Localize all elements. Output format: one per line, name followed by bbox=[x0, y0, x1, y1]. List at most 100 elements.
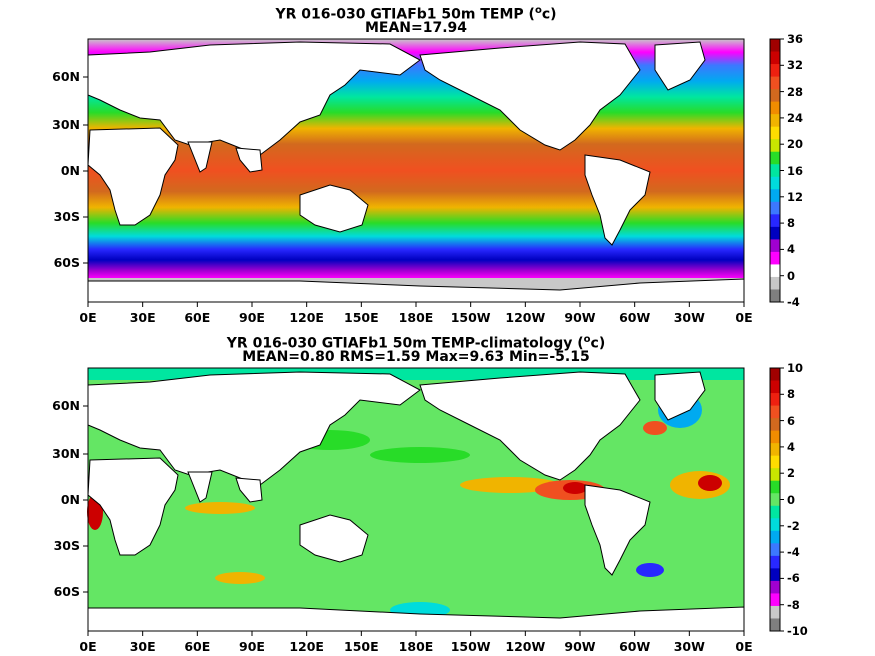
lat-tick-label: 30S bbox=[53, 538, 80, 553]
colorbar-segment bbox=[770, 618, 780, 632]
panel2-land-namerica bbox=[419, 371, 641, 481]
colorbar-segment bbox=[770, 380, 780, 394]
colorbar-segment bbox=[770, 189, 780, 203]
colorbar-tick-label: 8 bbox=[787, 216, 796, 231]
colorbar-segment bbox=[770, 543, 780, 557]
lon-tick-label: 150E bbox=[344, 639, 379, 654]
colorbar-tick-label: 10 bbox=[787, 361, 804, 375]
colorbar-segment bbox=[770, 480, 780, 494]
panel2-land-seasia bbox=[235, 477, 263, 503]
panel2-map bbox=[87, 367, 745, 632]
lat-tick-label: 30N bbox=[52, 117, 80, 132]
lon-tick-label: 60W bbox=[619, 639, 651, 654]
colorbar-segment bbox=[770, 580, 780, 594]
colorbar-segment bbox=[770, 505, 780, 519]
lat-tick-label: 30N bbox=[52, 446, 80, 461]
colorbar-segment bbox=[770, 201, 780, 215]
lon-tick-label: 120E bbox=[289, 310, 324, 325]
colorbar-segment bbox=[770, 89, 780, 103]
colorbar-segment bbox=[770, 455, 780, 469]
panel1-land-africa bbox=[87, 127, 179, 226]
lon-tick-label: 120W bbox=[505, 639, 546, 654]
colorbar-segment bbox=[770, 214, 780, 228]
lon-tick-label: 90E bbox=[239, 310, 265, 325]
colorbar-tick-label: 0 bbox=[787, 492, 796, 507]
colorbar-segment bbox=[770, 468, 780, 482]
lat-tick-label: 60S bbox=[53, 584, 80, 599]
colorbar-segment bbox=[770, 518, 780, 532]
colorbar-tick-label: 8 bbox=[787, 387, 796, 402]
colorbar-tick-label: -10 bbox=[787, 624, 808, 638]
lon-tick-label: 180E bbox=[398, 310, 434, 325]
lon-tick-label: 0E bbox=[79, 310, 97, 325]
colorbar-tick-label: 6 bbox=[787, 413, 796, 428]
lon-tick-label: 90W bbox=[564, 310, 596, 325]
lon-tick-label: 150E bbox=[344, 310, 379, 325]
lon-tick-label: 30W bbox=[673, 310, 705, 325]
panel2-land-africa bbox=[87, 457, 179, 556]
panel2-land-india bbox=[187, 471, 213, 503]
colorbar-tick-label: -2 bbox=[787, 518, 800, 533]
colorbar-segment bbox=[770, 239, 780, 253]
lon-tick-label: 60W bbox=[619, 310, 651, 325]
colorbar-tick-label: 4 bbox=[787, 439, 796, 454]
colorbar-segment bbox=[770, 139, 780, 153]
lat-tick-label: 60N bbox=[52, 69, 80, 84]
lon-tick-label: 60E bbox=[184, 639, 211, 654]
colorbar-segment bbox=[770, 555, 780, 569]
panel1-land-australia bbox=[299, 184, 369, 233]
lat-tick-label: 60N bbox=[52, 398, 80, 413]
lon-tick-label: 30E bbox=[129, 310, 156, 325]
panel2-land-australia bbox=[299, 514, 369, 563]
lon-tick-label: 120W bbox=[505, 310, 546, 325]
colorbar-tick-label: 20 bbox=[787, 137, 804, 152]
axis-ticks bbox=[83, 38, 784, 636]
colorbar-tick-label: 2 bbox=[787, 466, 796, 481]
colorbar-segment bbox=[770, 405, 780, 419]
colorbar-segment bbox=[770, 101, 780, 115]
panel1-land-greenland bbox=[654, 41, 706, 91]
colorbar-tick-label: 24 bbox=[787, 110, 804, 125]
colorbar-tick-label: -6 bbox=[787, 571, 800, 586]
colorbar-segment bbox=[770, 176, 780, 190]
lon-tick-label: 90W bbox=[564, 639, 596, 654]
colorbar-segment bbox=[770, 126, 780, 140]
lat-tick-label: 0N bbox=[60, 163, 80, 178]
lon-tick-label: 0E bbox=[79, 639, 97, 654]
colorbar-tick-label: -8 bbox=[787, 597, 800, 612]
panel1-subtitle: MEAN=17.94 bbox=[364, 20, 468, 36]
panel1-land-seasia bbox=[235, 147, 263, 173]
lon-tick-label: 0E bbox=[735, 639, 753, 654]
panel2-subtitle: MEAN=0.80 RMS=1.59 Max=9.63 Min=-5.15 bbox=[242, 349, 590, 365]
colorbar-tick-label: 28 bbox=[787, 84, 804, 99]
lon-tick-label: 180E bbox=[398, 639, 434, 654]
colorbar-segment bbox=[770, 443, 780, 457]
colorbar-segment bbox=[770, 493, 780, 507]
colorbar-tick-label: 36 bbox=[787, 32, 804, 46]
panel2-land-greenland bbox=[654, 371, 706, 421]
lon-tick-label: 30E bbox=[129, 639, 156, 654]
lon-tick-label: 150W bbox=[450, 310, 491, 325]
panel1-title: YR 016-030 GTIAFb1 50m TEMP (oc) bbox=[275, 5, 557, 23]
colorbar-tick-label: -4 bbox=[787, 545, 800, 560]
colorbar-segment bbox=[770, 605, 780, 619]
lon-tick-label: 60E bbox=[184, 310, 211, 325]
lat-tick-label: 0N bbox=[60, 492, 80, 507]
panel1-land-namerica bbox=[419, 41, 641, 151]
colorbar-segment bbox=[770, 151, 780, 165]
colorbar-segment bbox=[770, 226, 780, 240]
colorbar-tick-label: 12 bbox=[787, 189, 804, 204]
lon-tick-label: 120E bbox=[289, 639, 324, 654]
colorbar-segment bbox=[770, 114, 780, 128]
colorbar-segment bbox=[770, 430, 780, 444]
colorbar-segment bbox=[770, 251, 780, 265]
panel2-colorbar bbox=[769, 367, 781, 632]
panel2-land-samerica bbox=[584, 484, 651, 576]
colorbar-tick-label: 32 bbox=[787, 58, 804, 73]
panel2-title: YR 016-030 GTIAFb1 50m TEMP-climatology … bbox=[226, 334, 606, 352]
colorbar-segment bbox=[770, 164, 780, 178]
colorbar-segment bbox=[770, 593, 780, 607]
colorbar-segment bbox=[770, 51, 780, 65]
colorbar-tick-label: 16 bbox=[787, 163, 804, 178]
panel1-land-india bbox=[187, 141, 213, 173]
